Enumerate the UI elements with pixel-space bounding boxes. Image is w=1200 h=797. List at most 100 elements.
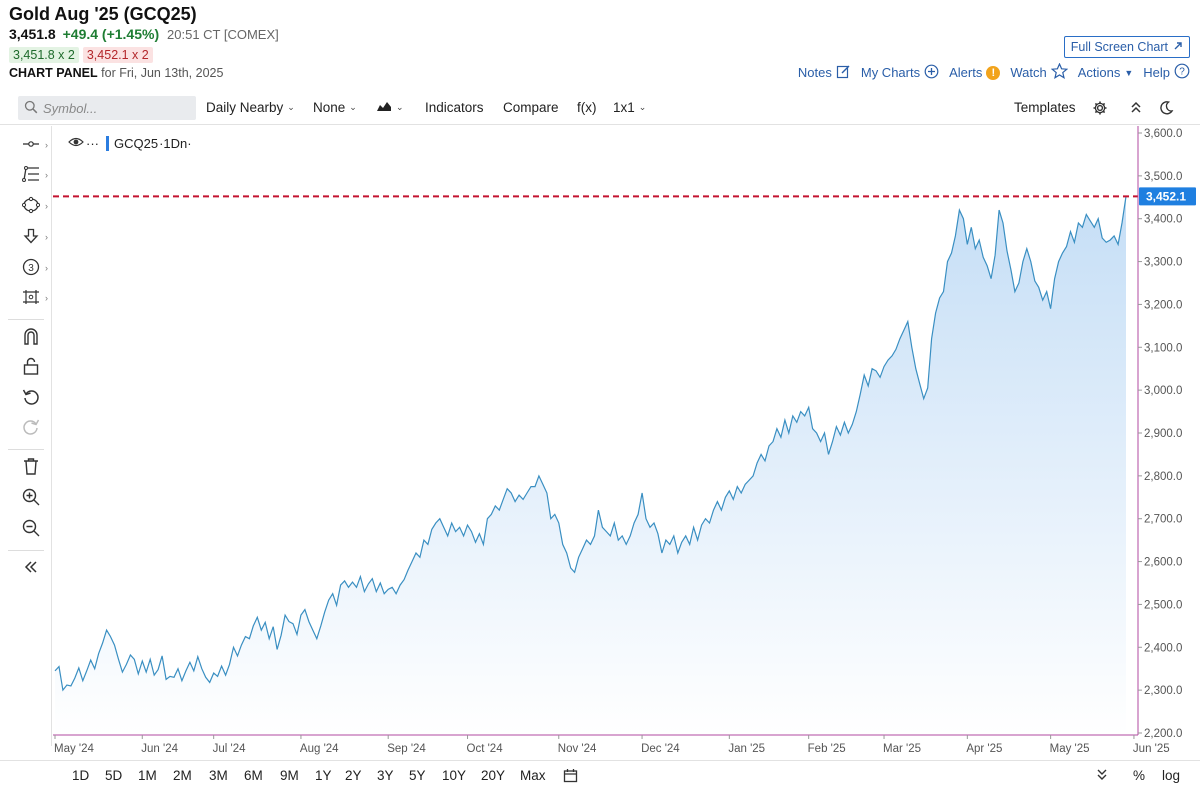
actions-label: Actions (1077, 65, 1121, 80)
chevron-right-icon: › (45, 293, 48, 303)
none-dropdown[interactable]: None ⌄ (313, 100, 357, 115)
range-bar: 1D 5D 1M 2M 3M 6M 9M 1Y 2Y 3Y 5Y 10Y 20Y Max % log (0, 762, 1200, 792)
panel-date: for Fri, Jun 13th, 2025 (101, 66, 224, 80)
collapse-tools-button[interactable] (20, 558, 42, 580)
range-max[interactable]: Max (520, 768, 546, 783)
double-chevron-down-icon (1096, 769, 1108, 784)
last-price: 3,451.8 (9, 26, 56, 42)
notes-link[interactable]: Notes (798, 64, 851, 82)
daily-nearby-label: Daily Nearby (206, 100, 284, 115)
range-2m[interactable]: 2M (173, 768, 192, 783)
symbol-title: Gold Aug '25 (GCQ25) (9, 4, 197, 24)
top-links: Notes My Charts Alerts ! Watch Actions ▼… (798, 62, 1190, 82)
counter-tool[interactable]: 3 › (20, 258, 48, 280)
y-axis[interactable]: 2,200.0 2,300.0 2,400.0 2,500.0 2,600.0 2,700… (1138, 128, 1182, 740)
full-screen-chart-button[interactable]: Full Screen Chart (1063, 36, 1190, 58)
range-2y[interactable]: 2Y (345, 768, 362, 783)
range-5d[interactable]: 5D (105, 768, 123, 783)
chevron-right-icon: › (45, 232, 48, 242)
layout-dropdown[interactable]: 1x1 ⌄ (613, 100, 646, 115)
undo-icon (22, 388, 40, 411)
redo-button[interactable] (20, 418, 42, 440)
x-axis[interactable]: May '24 Jun '24 Jul '24 Aug '24 Sep '24 Oct '… (54, 735, 1170, 755)
my-charts-link[interactable]: My Charts (861, 64, 939, 82)
chevron-down-icon: ⌄ (396, 102, 404, 112)
price-chart[interactable]: barchart 2,200.02,300.02,400.02,500.02,6… (53, 126, 1200, 760)
last-price-label: 3,452.1 (1139, 187, 1196, 206)
help-icon: ? (1174, 63, 1190, 82)
function-button[interactable]: f(x) (577, 100, 597, 115)
fib-tool[interactable]: › (20, 165, 48, 187)
x-tick-label: Mar '25 (883, 743, 921, 755)
bottom-divider (0, 760, 1200, 761)
arrow-tool[interactable]: › (20, 227, 48, 249)
none-label: None (313, 100, 346, 115)
x-tick-label: May '24 (54, 743, 95, 755)
y-tick-label: 2,700.0 (1144, 514, 1182, 526)
caret-down-icon: ▼ (1124, 67, 1134, 78)
bid-ask: 3,451.8 x 2 3,452.1 x 2 (9, 47, 153, 63)
zoom-out-button[interactable] (20, 519, 42, 541)
chevron-right-icon: › (45, 140, 48, 150)
delete-drawings-button[interactable] (20, 457, 42, 479)
lock-tool[interactable] (20, 357, 42, 379)
range-5y[interactable]: 5Y (409, 768, 426, 783)
measure-tool[interactable]: › (20, 288, 48, 310)
notes-label: Notes (797, 65, 832, 80)
zoom-in-button[interactable] (20, 488, 42, 510)
panel-label-text: CHART PANEL (9, 66, 98, 80)
log-toggle[interactable]: log (1162, 768, 1181, 783)
range-1d[interactable]: 1D (72, 768, 90, 783)
line-tool-icon (22, 137, 40, 156)
settings-button[interactable] (1092, 100, 1108, 119)
redo-icon (22, 418, 40, 441)
expand-bottom-button[interactable] (1096, 767, 1108, 784)
series-legend[interactable]: ··· GCQ25 ·1Dn· (68, 136, 192, 151)
range-9m[interactable]: 9M (280, 768, 299, 783)
undo-button[interactable] (20, 388, 42, 410)
gear-icon (1092, 100, 1108, 119)
magnet-tool[interactable] (20, 327, 42, 349)
indicators-button[interactable]: Indicators (425, 100, 484, 115)
templates-label: Templates (1014, 100, 1076, 115)
percent-toggle[interactable]: % (1133, 768, 1146, 783)
chart-toolbar: Symbol... Daily Nearby ⌄ None ⌄ ⌄ Indica… (0, 93, 1200, 123)
actions-menu[interactable]: Actions ▼ (1078, 65, 1134, 80)
alert-warning-icon: ! (986, 65, 1001, 80)
range-6m[interactable]: 6M (244, 768, 263, 783)
range-3y[interactable]: 3Y (377, 768, 394, 783)
range-10y[interactable]: 10Y (442, 768, 467, 783)
zoom-in-icon (22, 488, 40, 511)
range-1y[interactable]: 1Y (315, 768, 332, 783)
y-tick-label: 2,600.0 (1144, 557, 1182, 569)
daily-nearby-dropdown[interactable]: Daily Nearby ⌄ (206, 100, 295, 115)
arrow-down-icon (23, 228, 39, 249)
y-tick-label: 2,900.0 (1144, 428, 1182, 440)
y-tick-label: 3,200.0 (1144, 299, 1182, 311)
range-1m[interactable]: 1M (138, 768, 157, 783)
alerts-link[interactable]: Alerts ! (949, 65, 1001, 80)
compare-button[interactable]: Compare (503, 100, 559, 115)
watch-link[interactable]: Watch (1010, 62, 1068, 82)
range-20y[interactable]: 20Y (481, 768, 506, 783)
svg-text:3: 3 (28, 263, 34, 274)
dark-mode-toggle[interactable] (1158, 100, 1174, 119)
star-icon (1050, 62, 1068, 82)
line-tool[interactable]: › (20, 135, 48, 157)
templates-button[interactable]: Templates (1014, 100, 1076, 115)
eye-icon[interactable] (68, 136, 84, 151)
x-tick-label: Aug '24 (300, 743, 339, 755)
shape-tool[interactable]: › (20, 196, 48, 218)
collapse-header-button[interactable] (1129, 100, 1143, 117)
double-chevron-left-icon (23, 560, 39, 579)
range-3m[interactable]: 3M (209, 768, 228, 783)
svg-text:3,452.1: 3,452.1 (1146, 189, 1186, 203)
help-link[interactable]: Help ? (1143, 63, 1190, 82)
chart-type-dropdown[interactable]: ⌄ (376, 100, 404, 115)
legend-more-icon[interactable]: ··· (86, 136, 99, 151)
x-tick-label: Jun '24 (141, 743, 178, 755)
symbol-search-input[interactable]: Symbol... (18, 96, 196, 120)
y-tick-label: 3,600.0 (1144, 128, 1182, 140)
y-tick-label: 3,300.0 (1144, 257, 1182, 269)
calendar-button[interactable] (563, 768, 578, 786)
